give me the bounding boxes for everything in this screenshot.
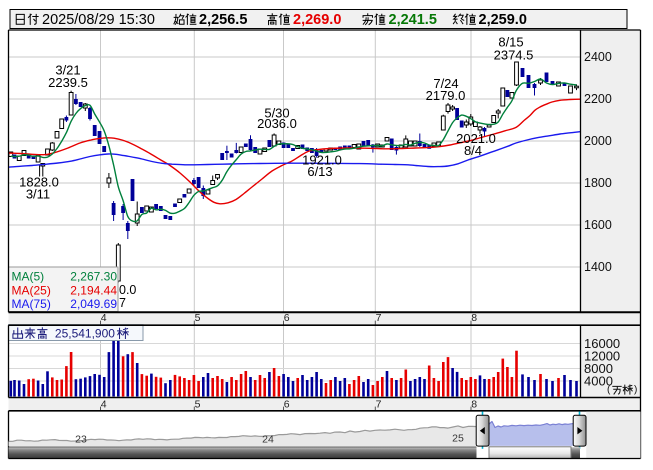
svg-text:7/24: 7/24	[433, 76, 458, 91]
svg-text:8/15: 8/15	[498, 35, 523, 50]
svg-text:7: 7	[376, 312, 382, 324]
svg-text:25,541,900: 25,541,900	[55, 326, 115, 340]
svg-text:MA(75): MA(75)	[12, 297, 51, 311]
svg-text:8: 8	[471, 398, 477, 410]
svg-text:7: 7	[119, 296, 126, 310]
svg-text:12000: 12000	[584, 348, 620, 363]
svg-text:(: (	[607, 385, 611, 396]
svg-text:1400: 1400	[584, 260, 612, 274]
svg-text:6/13: 6/13	[307, 164, 332, 179]
svg-text:2,269.0: 2,269.0	[293, 12, 341, 28]
svg-text:3/21: 3/21	[55, 63, 80, 78]
svg-text:2239.5: 2239.5	[48, 75, 88, 90]
svg-text:4: 4	[101, 398, 107, 410]
svg-text:1800: 1800	[584, 176, 612, 190]
svg-text:2374.5: 2374.5	[494, 48, 534, 63]
svg-text:MA(5): MA(5)	[12, 270, 45, 284]
svg-text:6: 6	[284, 312, 290, 324]
svg-text:2,049.69: 2,049.69	[70, 297, 117, 311]
svg-text:1600: 1600	[584, 218, 612, 232]
svg-text:2,259.0: 2,259.0	[479, 12, 527, 28]
svg-text:2179.0: 2179.0	[426, 88, 466, 103]
svg-text:2000: 2000	[584, 134, 612, 148]
svg-text:7: 7	[376, 398, 382, 410]
svg-text:2400: 2400	[584, 50, 612, 64]
svg-text:23: 23	[75, 434, 87, 446]
svg-text:24: 24	[262, 434, 274, 446]
svg-text:4: 4	[101, 312, 107, 324]
svg-text:2036.0: 2036.0	[257, 116, 297, 131]
svg-text:16000: 16000	[584, 336, 620, 351]
svg-text:4000: 4000	[584, 373, 613, 388]
svg-text:2200: 2200	[584, 92, 612, 106]
svg-text:8/4: 8/4	[464, 143, 482, 158]
svg-text:8000: 8000	[584, 361, 613, 376]
svg-text:2025/08/29 15:30: 2025/08/29 15:30	[42, 12, 155, 28]
svg-text:3/11: 3/11	[26, 187, 50, 202]
svg-text:6: 6	[284, 398, 290, 410]
svg-text:2,267.30: 2,267.30	[70, 270, 117, 284]
svg-text:2,256.5: 2,256.5	[199, 12, 247, 28]
svg-text:2,241.5: 2,241.5	[389, 12, 437, 28]
svg-text:2,194.44: 2,194.44	[70, 284, 117, 298]
svg-text:MA(25): MA(25)	[12, 284, 51, 298]
svg-text:1828.0: 1828.0	[19, 175, 59, 190]
svg-text:5/30: 5/30	[264, 106, 289, 121]
svg-text:25: 25	[452, 433, 464, 445]
svg-text:5: 5	[195, 398, 201, 410]
svg-text:8: 8	[471, 312, 477, 324]
svg-text:5: 5	[195, 312, 201, 324]
svg-text:2021.0: 2021.0	[456, 131, 496, 146]
svg-text:0.0: 0.0	[119, 283, 136, 297]
svg-text:1921.0: 1921.0	[302, 152, 342, 167]
svg-text:): )	[634, 385, 637, 396]
